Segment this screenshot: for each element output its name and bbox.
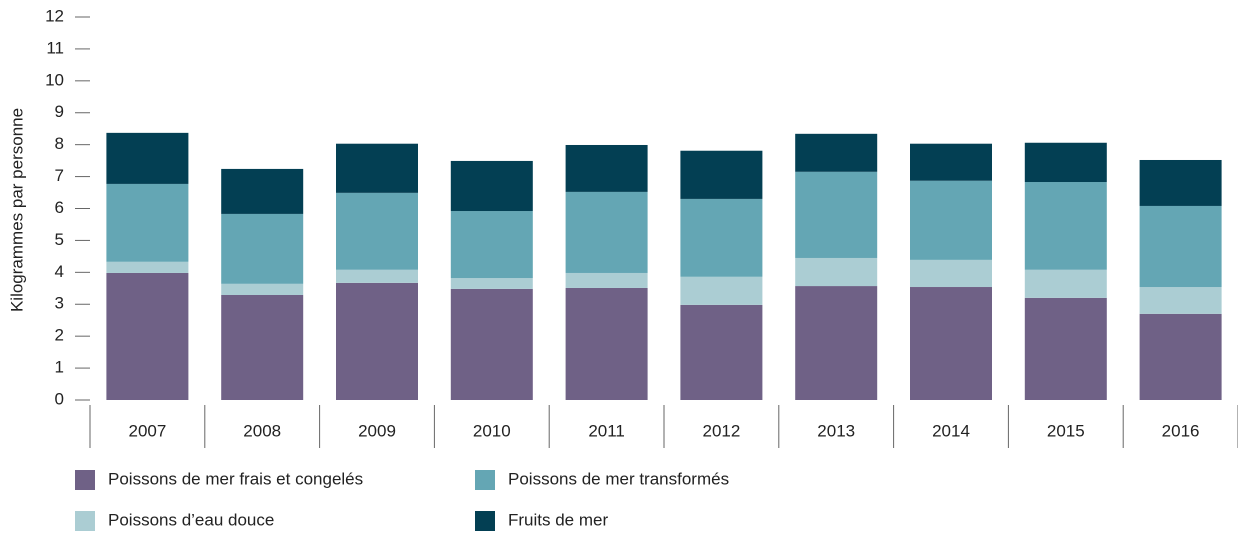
legend-label: Poissons d’eau douce xyxy=(108,510,274,529)
legend-swatch xyxy=(475,511,495,531)
y-tick-label: 4 xyxy=(55,262,64,281)
bar-segment xyxy=(910,287,992,400)
bar-segment xyxy=(1139,159,1222,206)
y-tick-label: 8 xyxy=(55,134,64,153)
y-tick-label: 2 xyxy=(55,326,64,345)
x-tick-label: 2008 xyxy=(243,421,281,440)
x-tick-label: 2007 xyxy=(128,421,166,440)
bar-segment xyxy=(221,283,304,295)
bar-segment xyxy=(336,143,418,193)
bar-segment xyxy=(1024,182,1107,270)
legend-label: Poissons de mer frais et congelés xyxy=(108,469,363,488)
x-tick-label: 2010 xyxy=(473,421,511,440)
bar-segment xyxy=(680,276,763,305)
bar-segment xyxy=(450,288,533,400)
x-tick-label: 2013 xyxy=(817,421,855,440)
bar-segment xyxy=(795,171,878,258)
legend-label: Fruits de mer xyxy=(508,510,608,529)
bar-segment xyxy=(221,213,304,284)
y-tick-label: 1 xyxy=(55,358,64,377)
bar-segment xyxy=(680,304,763,400)
bar-segment xyxy=(221,294,304,400)
bar-segment xyxy=(680,150,763,199)
bar-segment xyxy=(450,278,533,289)
bar-segment xyxy=(1139,205,1222,288)
x-tick-label: 2012 xyxy=(702,421,740,440)
bar-segment xyxy=(680,198,763,277)
bar-segment xyxy=(565,144,648,192)
bar-segment xyxy=(336,192,418,270)
legend-swatch xyxy=(75,470,95,490)
y-tick-label: 9 xyxy=(55,102,64,121)
bar-segment xyxy=(910,259,992,288)
bar-segment xyxy=(910,180,992,260)
bar-segment xyxy=(565,272,648,288)
bar-segment xyxy=(336,282,418,400)
legend-swatch xyxy=(75,511,95,531)
bar-segment xyxy=(1139,287,1222,314)
y-axis-label: Kilogrammes par personne xyxy=(7,108,26,312)
legend-swatch xyxy=(475,470,495,490)
bar-segment xyxy=(565,287,648,400)
y-tick-label: 12 xyxy=(45,6,64,25)
y-tick-label: 7 xyxy=(55,166,64,185)
bar-segment xyxy=(106,183,189,262)
bar-segment xyxy=(1139,313,1222,400)
y-tick-label: 0 xyxy=(55,389,64,408)
y-tick-label: 11 xyxy=(46,38,64,57)
y-tick-label: 6 xyxy=(55,198,64,217)
bar-segment xyxy=(450,160,533,212)
x-tick-label: 2009 xyxy=(358,421,396,440)
x-tick-label: 2015 xyxy=(1047,421,1085,440)
bar-segment xyxy=(106,272,189,400)
bar-segment xyxy=(795,286,878,400)
bar-segment xyxy=(450,211,533,279)
bar-segment xyxy=(106,132,189,184)
bar-segment xyxy=(1024,297,1107,400)
bar-segment xyxy=(221,168,304,214)
legend-label: Poissons de mer transformés xyxy=(508,469,729,488)
y-tick-label: 3 xyxy=(55,294,64,313)
x-tick-label: 2014 xyxy=(932,421,970,440)
x-tick-label: 2011 xyxy=(588,421,625,440)
y-tick-label: 10 xyxy=(45,70,64,89)
x-tick-label: 2016 xyxy=(1162,421,1200,440)
bar-segment xyxy=(336,269,418,283)
y-tick-label: 5 xyxy=(55,230,64,249)
bar-segment xyxy=(1024,142,1107,183)
bar-segment xyxy=(795,133,878,172)
bar-segment xyxy=(1024,269,1107,298)
bar-segment xyxy=(795,257,878,287)
bar-segment xyxy=(910,143,992,181)
bar-segment xyxy=(106,261,189,273)
bar-segment xyxy=(565,191,648,273)
